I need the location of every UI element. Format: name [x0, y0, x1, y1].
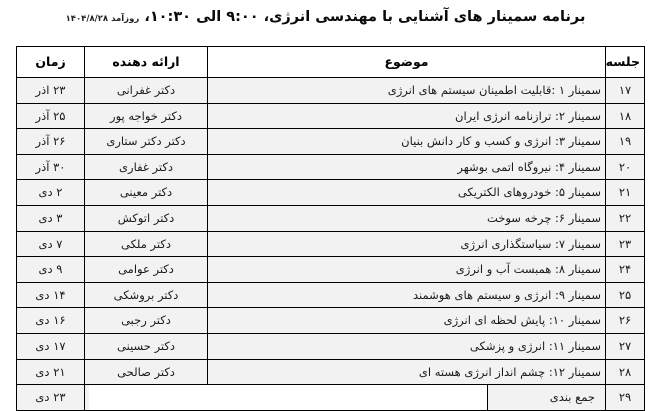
- table-row: ۲۵ سمینار ۹: انرژی و سیستم های هوشمند دک…: [16, 281, 645, 309]
- seminar-schedule-table: جلسه موضوع ارائه دهنده زمان ۱۷ سمینار ۱ …: [16, 46, 645, 411]
- table-row: ۲۷ سمینار ۱۱: انرژی و پزشکی دکتر حسینی ۱…: [16, 332, 645, 360]
- topic-cell: سمینار ۹: انرژی و سیستم های هوشمند: [207, 281, 606, 309]
- time-cell: ۱۶ دی: [16, 307, 85, 334]
- time-cell: ۲۵ آذر: [16, 102, 85, 130]
- session-number-cell: ۱۹: [605, 128, 645, 155]
- table-row: ۲۸ سمینار ۱۲: چشم انداز انرژی هسته ای دک…: [16, 358, 645, 386]
- topic-cell: سمینار ۴: نیروگاه اتمی بوشهر: [207, 153, 606, 181]
- session-number-cell: ۲۶: [605, 307, 645, 334]
- time-cell: ۹ دی: [16, 256, 85, 283]
- topic-cell: سمینار ۳: انرژی و کسب و کار دانش بنیان: [207, 128, 606, 155]
- session-number-cell: ۲۰: [605, 153, 645, 181]
- table-row: ۱۸ سمینار ۲: ترازنامه انرژی ایران دکتر خ…: [16, 102, 645, 130]
- topic-cell: سمینار ۶: چرخه سوخت: [207, 204, 606, 232]
- presenter-cell: دکتر خواجه پور: [84, 102, 208, 130]
- session-number-cell: ۲۲: [605, 204, 645, 232]
- presenter-cell: دکتر بروشکی: [84, 281, 208, 309]
- time-cell: ۳ دی: [16, 204, 85, 232]
- time-cell: ۳۰ آذر: [16, 153, 85, 181]
- session-number-cell: ۲۳: [605, 230, 645, 258]
- table-row-summary: ۲۹ جمع بندی ۲۳ دی: [16, 384, 645, 411]
- presenter-cell: دکتر غفرانی: [84, 77, 208, 104]
- time-cell: ۲ دی: [16, 179, 85, 206]
- time-cell: ۲۶ آذر: [16, 128, 85, 155]
- table-header-row: جلسه موضوع ارائه دهنده زمان: [16, 46, 645, 78]
- col-header-topic: موضوع: [207, 46, 606, 78]
- session-number-cell: ۱۷: [605, 77, 645, 104]
- summary-merged-cell: جمع بندی: [84, 384, 606, 411]
- session-number-cell: ۲۸: [605, 358, 645, 386]
- title-main: برنامه سمینار های آشنایی با مهندسی انرژی…: [144, 9, 586, 25]
- col-header-time: زمان: [16, 46, 85, 78]
- table-row: ۲۴ سمینار ۸: همبست آب و انرژی دکتر عوامی…: [16, 256, 645, 283]
- col-header-session: جلسه: [605, 46, 645, 78]
- presenter-cell: دکتر عوامی: [84, 256, 208, 283]
- session-number-cell: ۲۹: [605, 384, 645, 411]
- topic-cell: سمینار ۲: ترازنامه انرژی ایران: [207, 102, 606, 130]
- presenter-cell: دکتر صالحی: [84, 358, 208, 386]
- col-header-presenter: ارائه دهنده: [84, 46, 208, 78]
- session-number-cell: ۲۵: [605, 281, 645, 309]
- table-row: ۱۷ سمینار ۱ :قابلیت اطمینان سیستم های ان…: [16, 77, 645, 104]
- topic-cell: سمینار ۵: خودروهای الکتریکی: [207, 179, 606, 206]
- time-cell: ۲۳ اذر: [16, 77, 85, 104]
- presenter-cell: دکتر ملکی: [84, 230, 208, 258]
- table-row: ۲۳ سمینار ۷: سیاستگذاری انرژی دکتر ملکی …: [16, 230, 645, 258]
- table-row: ۲۰ سمینار ۴: نیروگاه اتمی بوشهر دکتر غفا…: [16, 153, 645, 181]
- session-number-cell: ۲۷: [605, 332, 645, 360]
- title-update-note: روزآمد ۱۴۰۴/۸/۲۸: [65, 14, 140, 24]
- presenter-cell: دکتر غفاری: [84, 153, 208, 181]
- presenter-cell: دکتر رجبی: [84, 307, 208, 334]
- presenter-cell: دکتر معینی: [84, 179, 208, 206]
- topic-cell: سمینار ۱۰: پایش لحظه ای انرژی: [207, 307, 606, 334]
- topic-cell: سمینار ۷: سیاستگذاری انرژی: [207, 230, 606, 258]
- session-number-cell: ۲۴: [605, 256, 645, 283]
- summary-empty-presenter-cell: [89, 385, 487, 410]
- topic-cell: سمینار ۸: همبست آب و انرژی: [207, 256, 606, 283]
- topic-cell: سمینار ۱ :قابلیت اطمینان سیستم های انرژی: [207, 77, 606, 104]
- presenter-cell: دکتر اتوکش: [84, 204, 208, 232]
- topic-cell: سمینار ۱۲: چشم انداز انرژی هسته ای: [207, 358, 606, 386]
- table-row: ۱۹ سمینار ۳: انرژی و کسب و کار دانش بنیا…: [16, 128, 645, 155]
- summary-topic-cell: جمع بندی: [487, 385, 601, 410]
- time-cell: ۱۷ دی: [16, 332, 85, 360]
- table-row: ۲۲ سمینار ۶: چرخه سوخت دکتر اتوکش ۳ دی: [16, 204, 645, 232]
- time-cell: ۲۱ دی: [16, 358, 85, 386]
- topic-cell: سمینار ۱۱: انرژی و پزشکی: [207, 332, 606, 360]
- session-number-cell: ۱۸: [605, 102, 645, 130]
- time-cell: ۲۳ دی: [16, 384, 85, 411]
- table-row: ۲۱ سمینار ۵: خودروهای الکتریکی دکتر معین…: [16, 179, 645, 206]
- time-cell: ۱۴ دی: [16, 281, 85, 309]
- session-number-cell: ۲۱: [605, 179, 645, 206]
- table-row: ۲۶ سمینار ۱۰: پایش لحظه ای انرژی دکتر رج…: [16, 307, 645, 334]
- presenter-cell: دکتر حسینی: [84, 332, 208, 360]
- document-title: برنامه سمینار های آشنایی با مهندسی انرژی…: [0, 9, 651, 25]
- presenter-cell: دکتر دکتر ستاری: [84, 128, 208, 155]
- time-cell: ۷ دی: [16, 230, 85, 258]
